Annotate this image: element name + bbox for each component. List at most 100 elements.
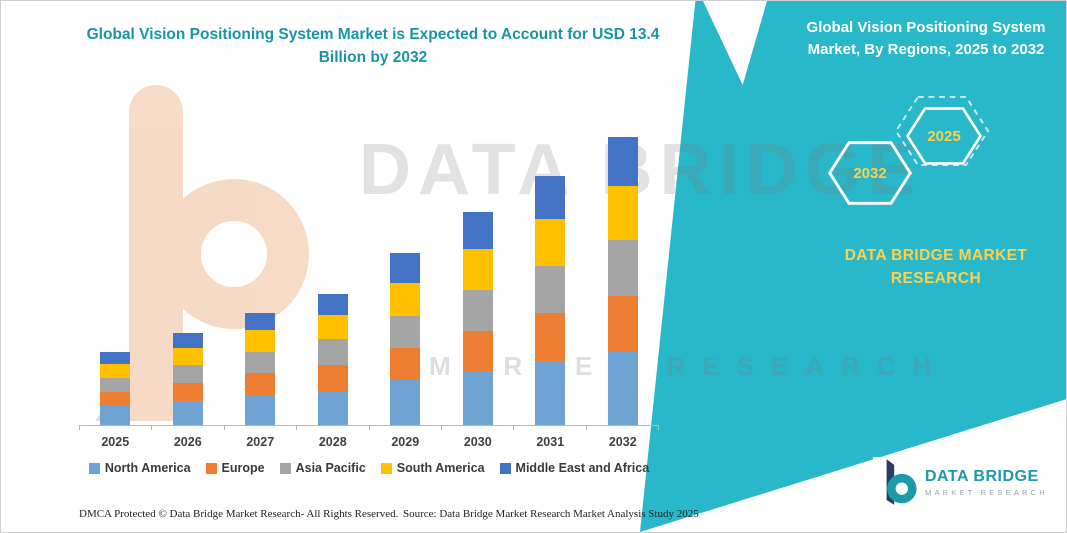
logo-text: DATA BRIDGE MARKET RESEARCH [925, 468, 1048, 497]
bar-segment [462, 212, 493, 249]
bar-segment [607, 186, 638, 241]
banner-brand-text: DATA BRIDGE MARKET RESEARCH [811, 244, 1061, 291]
x-axis-label: 2025 [101, 435, 130, 449]
hexagon-outline-icon [894, 95, 990, 167]
bar-segment [535, 360, 566, 425]
bar-segment [317, 364, 348, 391]
bar-group-2025 [79, 79, 152, 425]
bar-segment [172, 401, 203, 425]
bar-segment [390, 253, 421, 284]
legend-item: Europe [205, 461, 265, 475]
x-axis-label: 2026 [173, 435, 202, 449]
bar-segment [535, 265, 566, 314]
axis-tick [370, 426, 442, 430]
bar-segment [100, 351, 131, 364]
chart-legend: North America Europe Asia Pacific South Ame… [79, 461, 659, 475]
legend-swatch-icon [205, 462, 217, 474]
stacked-bar-2025 [100, 351, 131, 425]
bar-segment [607, 351, 638, 425]
data-bridge-logo-icon [886, 459, 917, 505]
bar-segment [390, 347, 421, 380]
stacked-bar-2027 [245, 313, 276, 425]
x-axis-label: 2032 [608, 435, 637, 449]
bar-segment [462, 330, 493, 372]
banner-brand-line2: RESEARCH [890, 270, 982, 288]
bar-segment [607, 296, 638, 352]
bar-group-2029 [369, 79, 442, 425]
legend-swatch-icon [499, 462, 511, 474]
bar-segment [535, 218, 566, 266]
stacked-bar-2031 [535, 175, 566, 425]
watermark-text-secondary: MARKET RESEARCH [429, 351, 949, 381]
axis-tick [442, 426, 515, 430]
bar-segment [172, 332, 203, 348]
bar-segment [462, 371, 493, 425]
bar-segment [245, 373, 276, 395]
stacked-bar-2028 [317, 293, 348, 425]
hexagon-year-label: 2032 [853, 164, 887, 182]
axis-tick [514, 426, 587, 430]
hexagon-badge-2025: 2025 [905, 107, 983, 165]
bar-group-2031 [514, 79, 587, 425]
bar-segment [317, 315, 348, 340]
legend-label: South America [396, 461, 485, 475]
legend-item: North America [88, 461, 191, 475]
source-notice: Source: Data Bridge Market Research Mark… [403, 508, 699, 520]
hexagon-badge-2032: 2032 [827, 141, 913, 205]
bar-segment [172, 383, 203, 402]
dmca-notice: DMCA Protected © Data Bridge Market Rese… [79, 508, 399, 520]
legend-item: South America [380, 461, 485, 475]
bar-segment [317, 293, 348, 316]
bar-segment [535, 313, 566, 361]
bar-group-2026 [152, 79, 225, 425]
bar-segment [245, 394, 276, 425]
bar-segment [390, 315, 421, 348]
x-axis-labels: 2025 2026 2027 2028 2029 2030 2031 2032 [79, 430, 659, 449]
stacked-bar-2029 [390, 253, 421, 425]
bar-segment [317, 390, 348, 425]
bar-segment [317, 339, 348, 365]
axis-tick [225, 426, 298, 430]
legend-item: Asia Pacific [279, 461, 366, 475]
axis-tick [297, 426, 370, 430]
bar-group-2027 [224, 79, 297, 425]
bar-group-2032 [587, 79, 660, 425]
legend-swatch-icon [279, 462, 291, 474]
bar-segment [607, 240, 638, 297]
banner-brand-line1: DATA BRIDGE MARKET [844, 247, 1028, 264]
logo-subtitle: MARKET RESEARCH [925, 487, 1048, 497]
bar-segment [172, 347, 203, 365]
stacked-bar-2026 [172, 332, 203, 425]
bar-segment [390, 283, 421, 316]
bar-segment [100, 391, 131, 406]
bar-segment [100, 405, 131, 425]
legend-label: Europe [221, 461, 265, 475]
hexagon-dashed-decoration [894, 95, 990, 167]
logo-title: DATA BRIDGE [925, 467, 1039, 485]
x-axis-label: 2031 [536, 435, 565, 449]
stacked-bar-2032 [607, 137, 638, 425]
bar-group-2028 [297, 79, 370, 425]
x-axis-label: 2029 [391, 435, 420, 449]
page-title: Global Vision Positioning System Market … [86, 26, 660, 67]
bar-segment [462, 289, 493, 331]
axis-tick [587, 426, 659, 430]
legend-label: Asia Pacific [295, 461, 366, 475]
stacked-bar-2030 [462, 212, 493, 425]
bar-segment [100, 377, 131, 392]
x-axis-ticks [79, 426, 659, 430]
bar-group-2030 [442, 79, 515, 425]
market-stacked-bar-chart: 2025 2026 2027 2028 2029 2030 2031 2032 North A… [79, 79, 659, 475]
hexagon-outline-icon [827, 141, 913, 205]
bar-segment [245, 330, 276, 352]
legend-label: North America [104, 461, 191, 475]
bar-segment [462, 248, 493, 290]
bar-segment [245, 313, 276, 331]
x-axis-label: 2027 [246, 435, 275, 449]
banner-title: Global Vision Positioning System Market,… [806, 19, 1046, 58]
axis-tick [152, 426, 225, 430]
company-logo: DATA BRIDGE MARKET RESEARCH [873, 457, 1054, 507]
hexagon-year-label: 2025 [927, 127, 961, 145]
bar-segment [172, 364, 203, 384]
